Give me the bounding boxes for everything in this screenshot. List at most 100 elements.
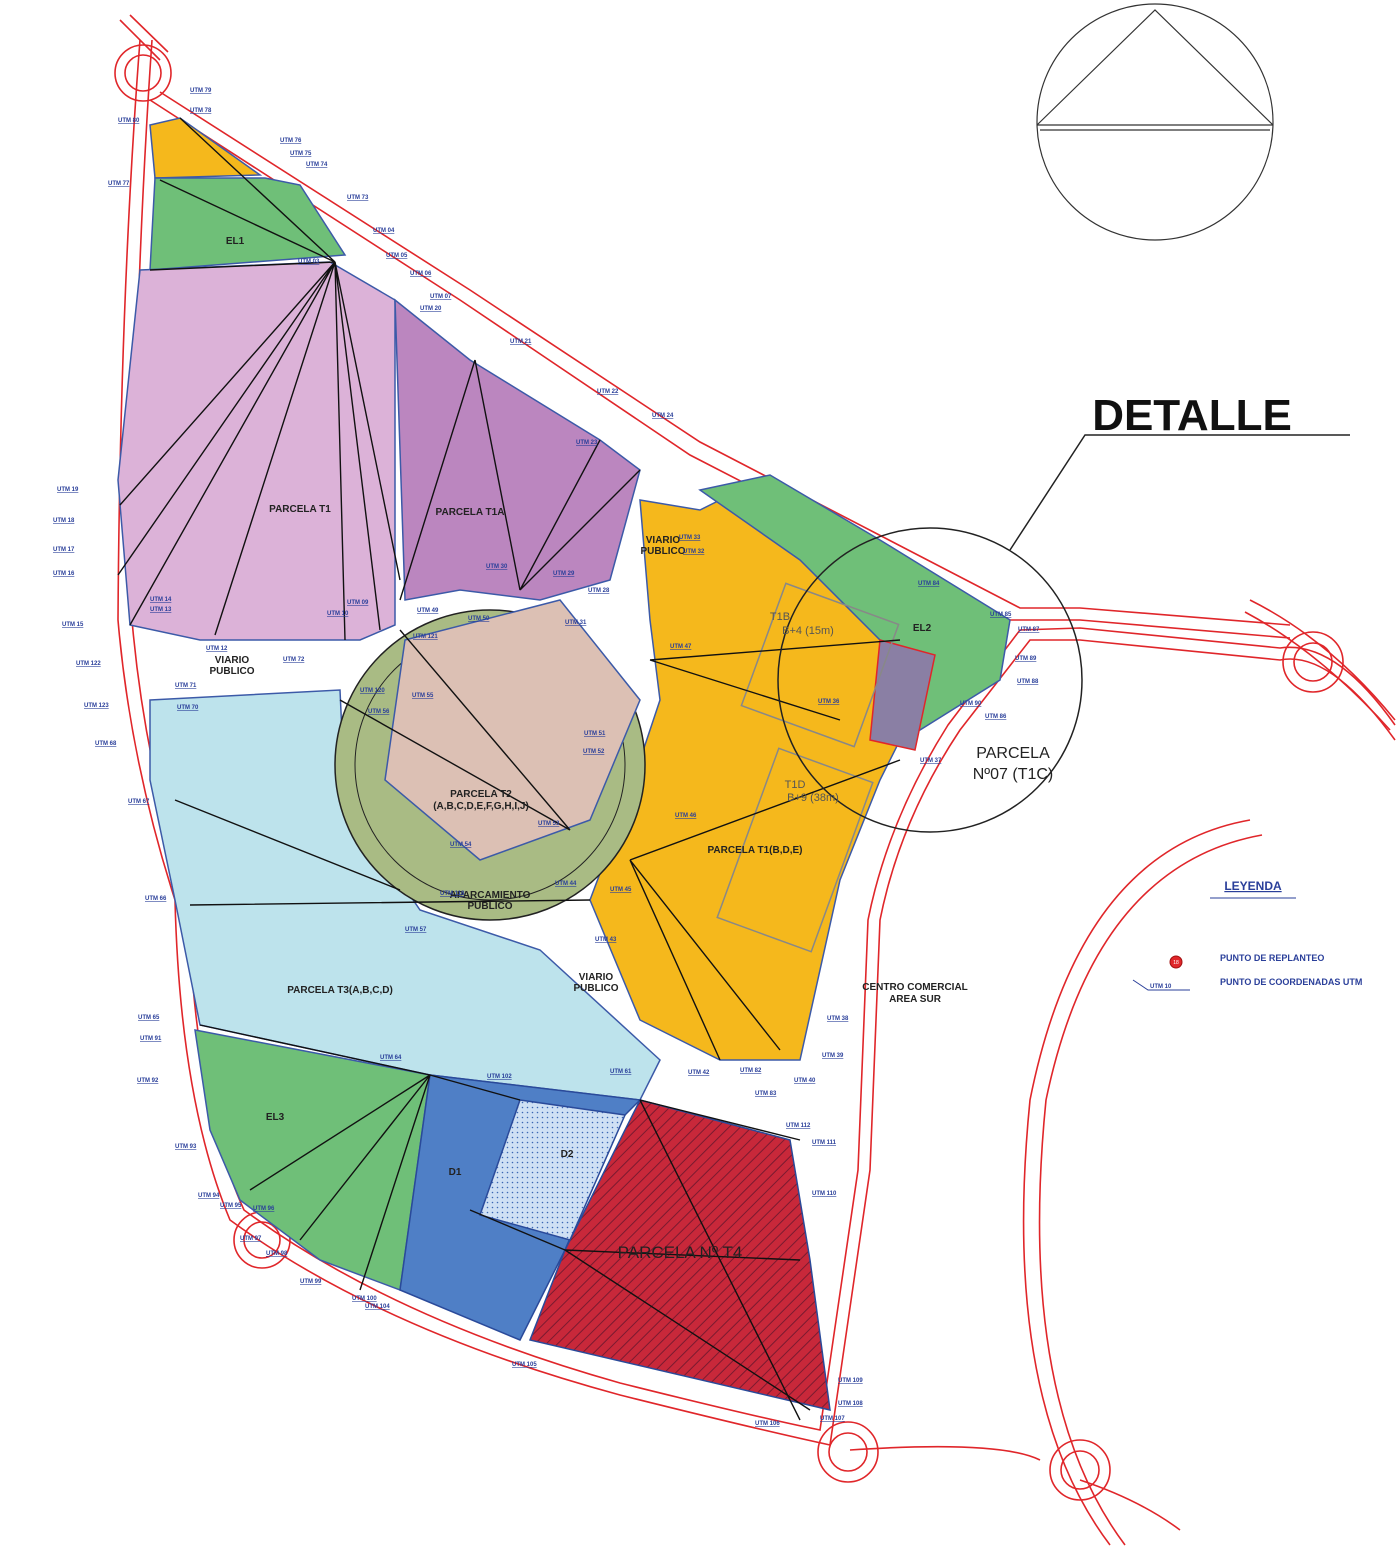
utm-label: UTM 123 [84, 703, 109, 709]
zone-label: VIARIO [579, 972, 614, 983]
utm-label: UTM 82 [740, 1068, 762, 1074]
utm-label: UTM 49 [417, 608, 439, 614]
utm-label: UTM 55 [412, 693, 434, 699]
legend-marker-label: 18 [1173, 960, 1179, 966]
utm-label: UTM 64 [380, 1055, 402, 1061]
utm-label: UTM 111 [812, 1140, 837, 1146]
site-plan: DETALLE PARCELA T1 PARCELA T1A PARCELA T… [0, 0, 1400, 1550]
utm-label: UTM 16 [53, 571, 75, 577]
utm-label: UTM 50 [468, 616, 490, 622]
parcel-label: (A,B,C,D,E,F,G,H,I,J) [433, 801, 529, 812]
building-label: B+4 (15m) [782, 625, 834, 637]
utm-label: UTM 100 [352, 1296, 377, 1302]
utm-label: UTM 40 [794, 1078, 816, 1084]
parcel-t1 [118, 262, 395, 640]
utm-label: UTM 87 [1018, 627, 1040, 633]
utm-label: UTM 09 [347, 600, 369, 606]
utm-label: UTM 86 [985, 714, 1007, 720]
detail-label: Nº07 (T1C) [973, 766, 1054, 783]
north-circle [1037, 4, 1273, 240]
utm-label: UTM 102 [487, 1074, 512, 1080]
utm-label: UTM 67 [128, 799, 150, 805]
utm-label: UTM 32 [683, 549, 705, 555]
parcel-label: D1 [449, 1167, 462, 1178]
utm-label: UTM 14 [150, 597, 172, 603]
utm-label: UTM 120 [360, 688, 385, 694]
utm-label: UTM 95 [220, 1203, 242, 1209]
utm-label: UTM 68 [95, 741, 117, 747]
utm-label: UTM 37 [920, 758, 942, 764]
building-label: T1D [785, 779, 806, 791]
utm-label: UTM 73 [347, 195, 369, 201]
utm-label: UTM 22 [597, 389, 619, 395]
utm-label: UTM 54 [450, 842, 472, 848]
area-label: AREA SUR [889, 994, 942, 1005]
utm-label: UTM 88 [1017, 679, 1039, 685]
parcel-label: PARCELA Nº T4 [618, 1243, 743, 1262]
utm-label: UTM 46 [675, 813, 697, 819]
parcel-label: EL3 [266, 1112, 285, 1123]
utm-label: UTM 71 [175, 683, 197, 689]
utm-label: UTM 121 [413, 634, 438, 640]
legend-item: PUNTO DE COORDENADAS UTM [1220, 977, 1362, 987]
utm-label: UTM 20 [420, 306, 442, 312]
utm-label: UTM 85 [990, 612, 1012, 618]
utm-label: UTM 45 [610, 887, 632, 893]
legend-sample: UTM 10 [1150, 984, 1172, 990]
utm-label: UTM 23 [576, 440, 598, 446]
utm-label: UTM 44 [555, 881, 577, 887]
parcel-label: PARCELA T1A [436, 507, 505, 518]
utm-label: UTM 104 [365, 1304, 390, 1310]
utm-label: UTM 29 [553, 571, 575, 577]
utm-label: UTM 42 [688, 1070, 710, 1076]
utm-label: UTM 21 [510, 339, 532, 345]
utm-label: UTM 108 [838, 1401, 863, 1407]
utm-label: UTM 70 [177, 705, 199, 711]
utm-label: UTM 77 [108, 181, 130, 187]
utm-label: UTM 47 [670, 644, 692, 650]
utm-label: UTM 43 [595, 937, 617, 943]
parcel-label: EL1 [226, 236, 245, 247]
utm-label: UTM 19 [57, 487, 79, 493]
utm-label: UTM 12 [206, 646, 228, 652]
utm-label: UTM 15 [62, 622, 84, 628]
building-label: T1B [770, 611, 790, 623]
utm-label: UTM 91 [140, 1036, 162, 1042]
zone-label: PUBLICO [641, 546, 686, 557]
utm-label: UTM 118 [440, 891, 465, 897]
utm-label: UTM 24 [652, 413, 674, 419]
parcel-label: PARCELA T1(B,D,E) [708, 845, 803, 856]
utm-label: UTM 36 [818, 699, 840, 705]
parcel-t1c [870, 640, 935, 750]
utm-label: UTM 112 [786, 1123, 811, 1129]
utm-label: UTM 28 [588, 588, 610, 594]
parcel-label: PARCELA T2 [450, 789, 512, 800]
utm-label: UTM 30 [486, 564, 508, 570]
utm-label: UTM 74 [306, 162, 328, 168]
utm-label: UTM 80 [118, 118, 140, 124]
utm-label: UTM 93 [175, 1144, 197, 1150]
utm-label: UTM 17 [53, 547, 75, 553]
utm-label: UTM 92 [137, 1078, 159, 1084]
utm-label: UTM 06 [410, 271, 432, 277]
utm-label: UTM 66 [145, 896, 167, 902]
detail-label: PARCELA [976, 745, 1050, 762]
utm-label: UTM 79 [190, 88, 212, 94]
utm-label: UTM 106 [755, 1421, 780, 1427]
parcel-t1a [395, 300, 640, 600]
utm-label: UTM 83 [755, 1091, 777, 1097]
utm-label: UTM 122 [76, 661, 101, 667]
parcel-label: D2 [561, 1149, 574, 1160]
utm-label: UTM 78 [190, 108, 212, 114]
utm-label: UTM 107 [820, 1416, 845, 1422]
parcel-el-yellow [150, 118, 260, 178]
utm-label: UTM 105 [512, 1362, 537, 1368]
utm-label: UTM 97 [240, 1236, 262, 1242]
utm-label: UTM 110 [812, 1191, 837, 1197]
utm-label: UTM 57 [405, 927, 427, 933]
utm-label: UTM 109 [838, 1378, 863, 1384]
utm-label: UTM 75 [290, 151, 312, 157]
utm-label: UTM 31 [565, 620, 587, 626]
utm-label: UTM 89 [1015, 656, 1037, 662]
building-label: B+9 (38m) [787, 792, 839, 804]
